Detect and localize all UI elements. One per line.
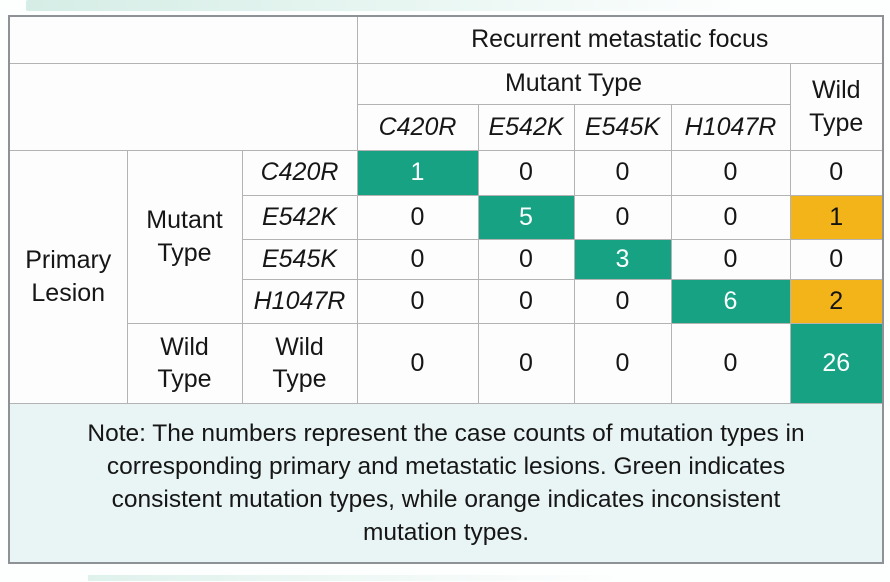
row-axis-label: Primary Lesion	[25, 246, 112, 307]
cell-e545k-c420r: 0	[356, 238, 479, 280]
table-row: H1047R 0 0 0 6 2	[9, 278, 884, 324]
row-wild-group-header: Wild Type	[126, 322, 243, 404]
cell-c420r-wild: 0	[789, 149, 884, 196]
table-row: E545K 0 0 3 0 0	[9, 238, 884, 280]
row-axis-header: Primary Lesion	[8, 149, 128, 404]
bottom-accent-strip	[88, 575, 618, 581]
cell-e542k-e545k: 0	[573, 194, 672, 240]
corner-empty-cell	[8, 15, 358, 64]
note-text: corresponding primary and metastatic les…	[106, 452, 786, 480]
cell-h1047r-h1047r: 6	[670, 278, 791, 324]
corner-empty-cell-2	[8, 62, 358, 151]
col-header-e545k: E545K	[573, 103, 672, 151]
cell-e545k-e542k: 0	[477, 238, 575, 280]
cell-e545k-h1047r: 0	[670, 238, 791, 280]
column-wild-group-label: Wild Type	[809, 76, 864, 137]
cell-wild-wild: 26	[789, 322, 884, 404]
top-accent-strip	[26, 0, 736, 11]
note-text: consistent mutation types, while orange …	[111, 485, 781, 513]
row-wild-sublabel: Wild Type	[272, 332, 327, 394]
row-header-e542k: E542K	[241, 194, 358, 240]
cell-wild-c420r: 0	[356, 322, 479, 404]
cell-wild-e542k: 0	[477, 322, 575, 404]
row-header-h1047r: H1047R	[241, 278, 358, 324]
cell-e542k-c420r: 0	[356, 194, 479, 240]
row-header-wild: Wild Type	[241, 322, 358, 404]
column-wild-group-header: Wild Type	[789, 62, 884, 151]
mutation-concordance-table: Recurrent metastatic focus Mutant Type W…	[8, 15, 885, 564]
note-text: mutation types.	[362, 518, 530, 546]
table-row: E542K 0 5 0 0 1	[9, 194, 884, 240]
cell-h1047r-e545k: 0	[573, 278, 672, 324]
cell-wild-h1047r: 0	[670, 322, 791, 404]
row-mutant-group-header: Mutant Type	[126, 149, 243, 324]
table-row: Wild Type Wild Type 0 0 0 0 26	[9, 322, 884, 404]
row-header-e545k: E545K	[241, 238, 358, 280]
row-mutant-group-label: Mutant Type	[146, 206, 223, 267]
cell-h1047r-wild: 2	[789, 278, 884, 324]
cell-c420r-h1047r: 0	[670, 149, 791, 196]
cell-e545k-e545k: 3	[573, 238, 672, 280]
note-box: Note: The numbers represent the case cou…	[8, 402, 884, 564]
cell-h1047r-c420r: 0	[356, 278, 479, 324]
cell-c420r-c420r: 1	[356, 149, 479, 196]
table-row: Primary Lesion Mutant Type C420R 1 0 0 0…	[8, 149, 884, 404]
cell-c420r-e542k: 0	[477, 149, 575, 196]
row-header-c420r: C420R	[241, 149, 358, 196]
cell-e542k-h1047r: 0	[670, 194, 791, 240]
cell-c420r-e545k: 0	[573, 149, 672, 196]
cell-wild-e545k: 0	[573, 322, 672, 404]
cell-e545k-wild: 0	[789, 238, 884, 280]
cell-e542k-wild: 1	[789, 194, 884, 240]
col-header-h1047r: H1047R	[670, 103, 791, 151]
note-text: Note: The numbers represent the case cou…	[87, 419, 805, 447]
col-header-e542k: E542K	[477, 103, 575, 151]
cell-h1047r-e542k: 0	[477, 278, 575, 324]
row-wild-group-label: Wild Type	[157, 332, 212, 394]
column-mutant-group-header: Mutant Type	[356, 62, 791, 105]
col-header-c420r: C420R	[356, 103, 479, 151]
cell-e542k-e542k: 5	[477, 194, 575, 240]
column-axis-header: Recurrent metastatic focus	[356, 15, 884, 64]
